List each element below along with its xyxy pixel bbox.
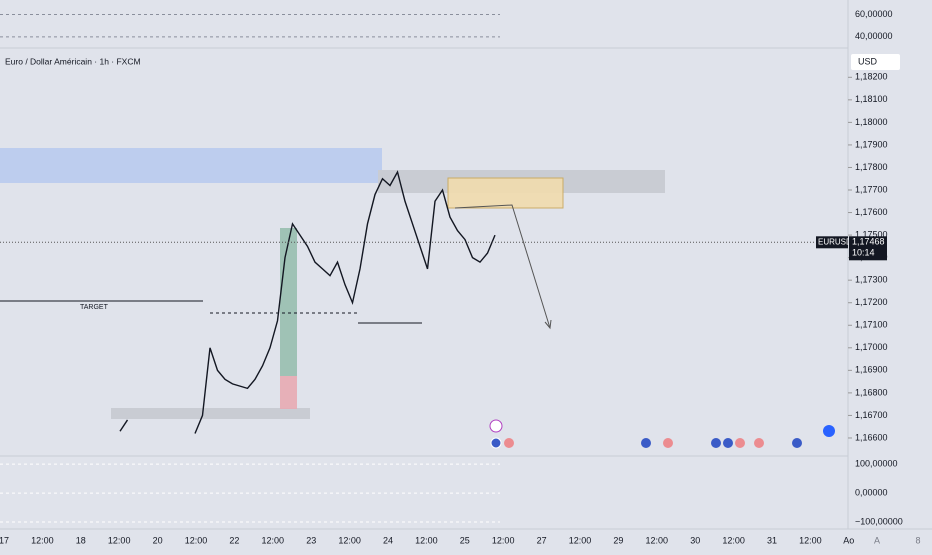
x-tick-label: 12:00	[108, 535, 131, 545]
x-tick-label: 24	[383, 535, 393, 545]
order-block	[447, 177, 564, 209]
y-tick-label: 1,17700	[855, 184, 888, 194]
y-tick-label: 1,16800	[855, 387, 888, 397]
y-tick-label: 1,18200	[855, 72, 888, 82]
x-tick-label: 12:00	[799, 535, 822, 545]
arrow-head	[544, 319, 552, 330]
x-tick-label: 12:00	[31, 535, 54, 545]
x-tick-label: 17	[0, 535, 9, 545]
y-tick-label: 100,00000	[855, 458, 898, 468]
price-line	[194, 170, 496, 434]
y-tick-label: 1,18100	[855, 94, 888, 104]
x-tick-label: 12:00	[722, 535, 745, 545]
x-tick-label: 29	[613, 535, 623, 545]
annotation: TARGET	[80, 304, 109, 311]
currency: USD	[858, 56, 878, 66]
x-tick-label: 12:00	[185, 535, 208, 545]
y-tick-label: 60,00000	[855, 9, 893, 19]
countdown: 10:14	[852, 248, 875, 258]
x-tick-label: 27	[537, 535, 547, 545]
y-tick-label: 40,00000	[855, 31, 893, 41]
supply-zone	[0, 148, 382, 183]
price-tag	[849, 236, 887, 261]
long-position-stop	[280, 376, 297, 409]
y-tick-label: 1,17800	[855, 162, 888, 172]
gray-zone	[111, 408, 310, 419]
x-tick-label: 12:00	[415, 535, 438, 545]
projection-arrow	[454, 204, 551, 329]
toolbar-button: 8	[915, 535, 920, 545]
symbol-label: EURUSD	[818, 237, 852, 246]
y-tick-label: 1,16700	[855, 410, 888, 420]
y-tick-label: 1,17100	[855, 320, 888, 330]
x-tick-label: 22	[229, 535, 239, 545]
y-tick-label: 1,18000	[855, 117, 888, 127]
x-tick-label: 25	[460, 535, 470, 545]
y-tick-label: 1,17500	[855, 229, 888, 239]
symbol-tag	[816, 236, 848, 249]
x-tick-label: 31	[767, 535, 777, 545]
x-tick-label: 12:00	[338, 535, 361, 545]
long-position-profit	[280, 228, 297, 376]
x-tick-label: 12:00	[646, 535, 669, 545]
x-tick-label: 12:00	[262, 535, 285, 545]
last-price-label: 1,17468	[852, 237, 885, 247]
currency-box[interactable]	[851, 54, 900, 70]
y-tick-label: 1,17200	[855, 297, 888, 307]
y-tick-label: 1,17300	[855, 275, 888, 285]
x-tick-label: Ao	[843, 535, 854, 545]
y-tick-label: 1,17000	[855, 342, 888, 352]
x-tick-label: 30	[690, 535, 700, 545]
y-tick-label: −100,00000	[855, 516, 903, 526]
x-tick-label: 12:00	[492, 535, 515, 545]
x-tick-label: 12:00	[569, 535, 592, 545]
event-icons	[489, 419, 835, 449]
x-tick-label: 23	[306, 535, 316, 545]
chart-title: Euro / Dollar Américain · 1h · FXCM	[5, 56, 141, 66]
y-tick-label: 1,16900	[855, 365, 888, 375]
y-tick-label: 1,16600	[855, 432, 888, 442]
toolbar-button: A	[874, 535, 880, 545]
y-tick-label: 1,17600	[855, 207, 888, 217]
x-tick-label: 18	[76, 535, 86, 545]
y-tick-label: 0,00000	[855, 487, 888, 497]
y-tick-label: 1,17900	[855, 139, 888, 149]
x-tick-label: 20	[153, 535, 163, 545]
price-line	[119, 419, 129, 432]
